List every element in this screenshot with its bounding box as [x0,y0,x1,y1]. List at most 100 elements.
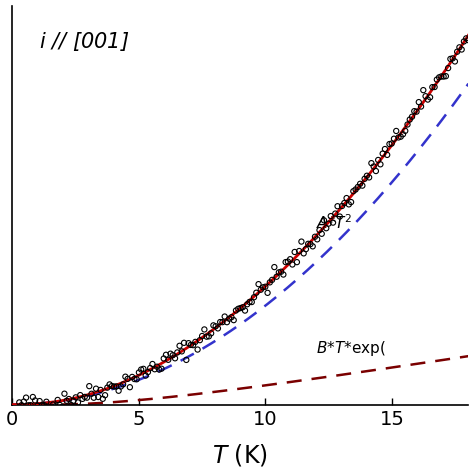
Point [253,289,260,297]
Point [327,212,335,220]
Point [137,366,145,374]
Point [401,127,409,135]
Point [149,360,156,368]
Point [280,271,287,278]
Point [410,108,418,115]
Point [340,199,348,207]
Point [205,333,213,340]
Point [419,86,427,94]
Point [198,332,206,340]
Point [449,55,456,62]
Point [390,135,398,143]
Point [329,219,337,227]
Point [298,238,305,246]
Point [16,399,23,406]
Point [239,303,246,311]
Point [361,175,368,182]
Point [433,76,441,83]
Point [160,355,167,362]
Point [203,333,210,340]
Point [334,202,341,210]
Point [465,36,472,44]
Point [124,375,131,383]
Point [399,130,407,138]
Point [36,397,44,405]
Point [316,226,323,234]
Point [153,363,161,371]
Point [146,364,154,372]
Point [185,339,192,347]
Point [374,156,382,164]
Point [112,383,120,390]
Point [426,93,434,101]
Point [377,161,384,168]
Point [365,173,373,181]
Point [54,396,62,404]
Point [277,268,285,275]
Point [246,298,253,306]
Point [307,240,314,248]
Point [49,401,57,408]
Point [309,243,317,250]
Point [221,313,228,320]
Point [304,240,312,247]
Point [67,401,75,409]
Point [300,250,308,257]
Point [34,402,41,410]
Point [22,394,30,401]
Point [438,73,445,80]
Point [223,319,231,326]
Point [173,349,181,356]
Point [268,276,276,283]
Point [232,307,240,314]
Point [228,313,235,321]
Point [216,318,224,326]
X-axis label: $T$ (K): $T$ (K) [212,442,268,468]
Point [106,381,113,388]
Point [210,321,217,329]
Point [379,150,386,157]
Point [392,127,400,135]
Point [207,329,215,337]
Point [442,73,450,80]
Point [81,393,89,401]
Point [171,355,179,362]
Point [40,401,48,409]
Point [38,401,46,409]
Point [422,92,429,100]
Point [368,159,375,167]
Point [162,351,170,358]
Text: $B$*$T$*exp(: $B$*$T$*exp( [316,339,386,358]
Point [58,403,66,410]
Point [293,258,301,266]
Point [456,44,463,51]
Point [460,37,468,45]
Point [108,383,116,390]
Point [131,375,138,383]
Point [388,140,395,147]
Point [90,394,98,401]
Point [244,301,251,308]
Point [65,395,73,403]
Point [313,236,321,243]
Point [187,341,195,349]
Point [189,341,197,349]
Point [70,397,77,405]
Point [264,289,271,297]
Point [338,202,346,210]
Point [318,230,326,237]
Point [458,46,465,53]
Point [356,180,364,188]
Point [47,406,55,414]
Point [169,351,176,359]
Point [45,407,53,415]
Point [76,392,84,399]
Text: $i$ // [001]: $i$ // [001] [39,29,129,53]
Point [133,375,140,383]
Point [31,397,39,404]
Point [182,356,190,364]
Point [453,48,461,55]
Point [178,347,186,355]
Point [52,402,59,410]
Point [408,113,416,120]
